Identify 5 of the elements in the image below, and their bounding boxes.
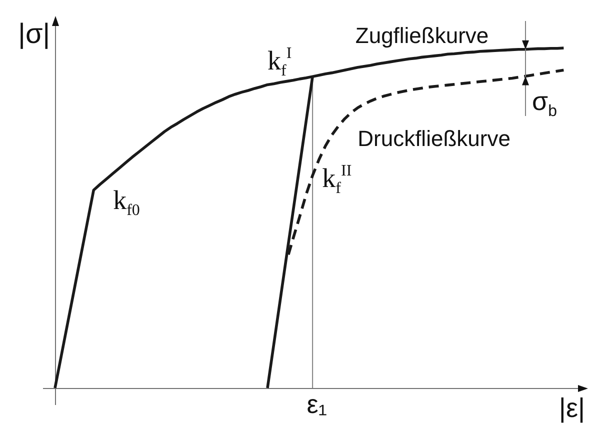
x-axis-title: |ε| (558, 393, 586, 423)
series-label: Druckfließkurve (358, 126, 510, 152)
text: ε₁ (306, 389, 328, 420)
legend-label: Zugfließkurve (355, 23, 489, 48)
y-axis-title: |σ| (18, 18, 50, 49)
